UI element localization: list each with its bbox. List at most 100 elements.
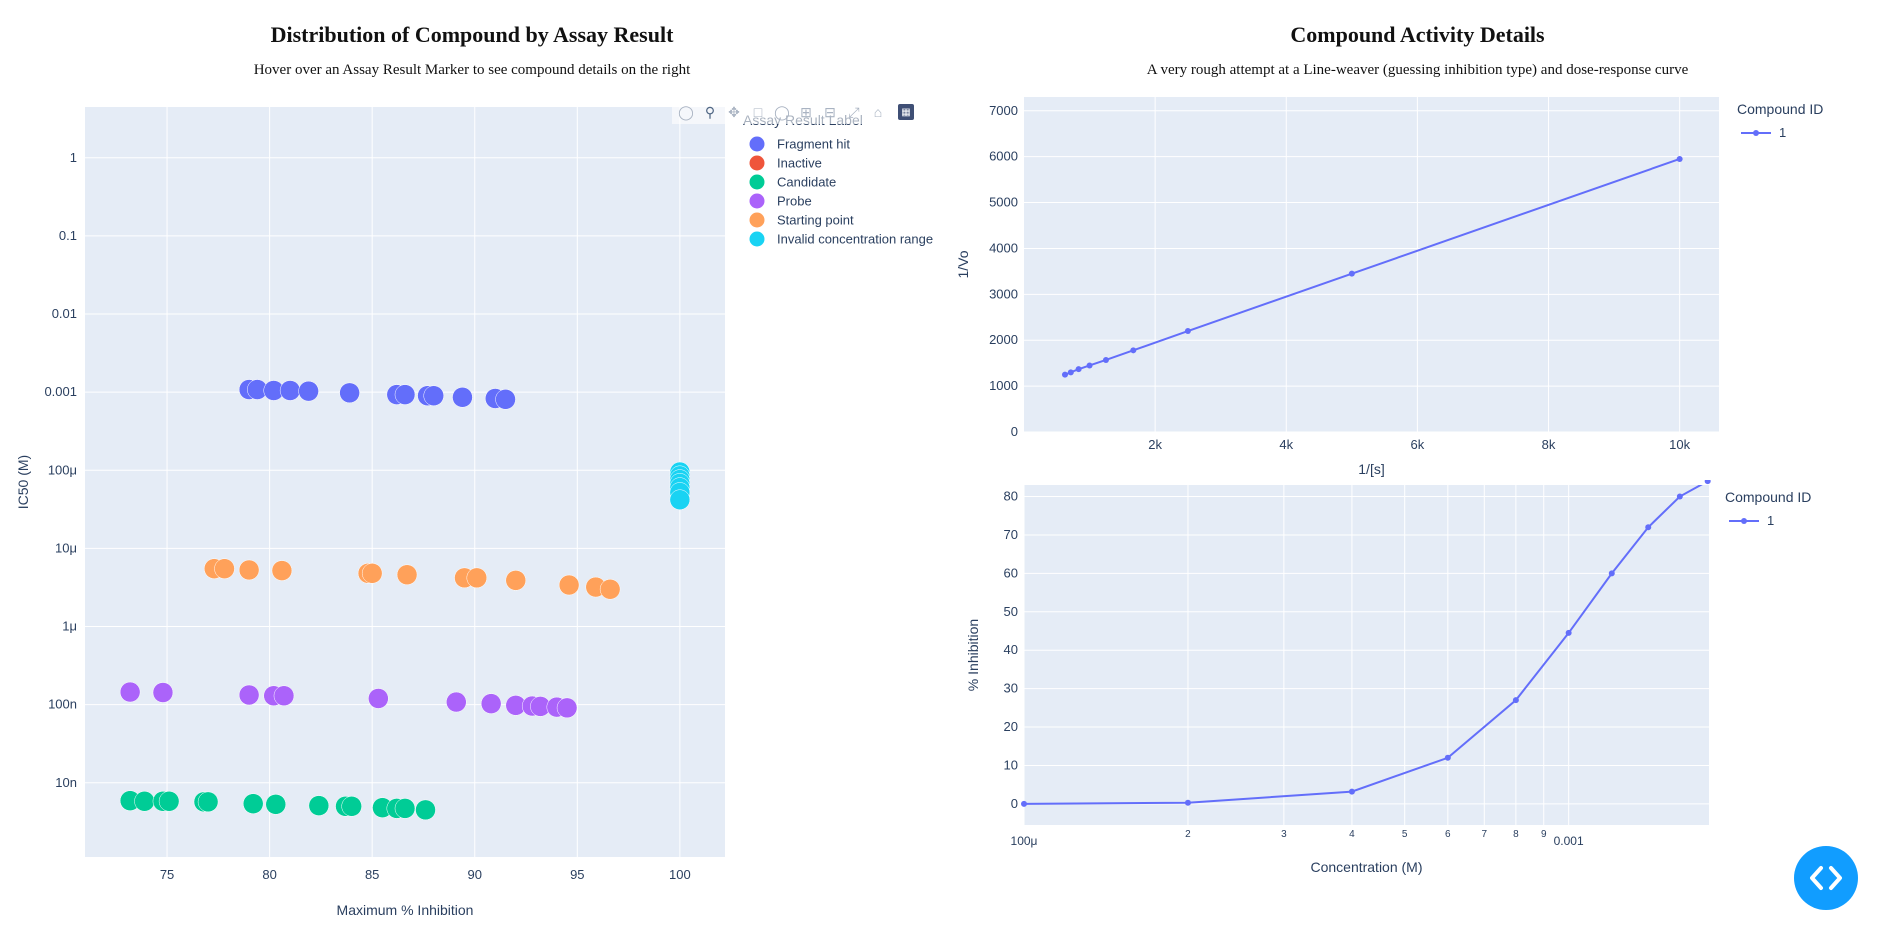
- legend-marker: [749, 212, 765, 228]
- y-tick-label: 1: [70, 150, 77, 165]
- data-point: [1348, 788, 1355, 795]
- x-tick-label: 6: [1445, 829, 1451, 840]
- legend-marker: [749, 136, 765, 152]
- data-point: [1184, 328, 1191, 335]
- data-point: [446, 691, 467, 713]
- data-point: [396, 564, 418, 586]
- code-toggle-icon: [1810, 866, 1842, 890]
- legend-marker: [749, 174, 765, 190]
- data-point: [1444, 754, 1451, 761]
- y-tick-label: 0.001: [44, 384, 77, 399]
- dose-response-chart[interactable]: 100μ 2 3 4 5 6 7 8 9 0.001 0 10 20 30 40 50 60 70 80 Concen…: [944, 480, 1891, 900]
- data-point: [1086, 362, 1093, 369]
- x-tick-label: 3: [1281, 829, 1287, 840]
- x-axis-title: Concentration (M): [1310, 859, 1422, 875]
- x-tick-label: 4k: [1279, 437, 1293, 452]
- data-point: [1565, 629, 1572, 636]
- code-toggle-button[interactable]: [1794, 846, 1858, 910]
- data-point: [1075, 366, 1082, 373]
- data-point: [1676, 155, 1683, 162]
- y-tick-label: 0.01: [52, 306, 77, 321]
- x-tick-label: 0.001: [1554, 834, 1584, 848]
- series-line: [1024, 485, 1703, 805]
- x-tick-label: 8k: [1542, 437, 1556, 452]
- x-tick-label: 80: [262, 867, 276, 882]
- data-point: [423, 385, 444, 406]
- data-point: [134, 791, 155, 812]
- x-tick-label: 4: [1349, 829, 1355, 840]
- camera-icon[interactable]: ◯: [678, 103, 694, 120]
- y-tick-label: 1000: [989, 378, 1018, 393]
- legend-title: Compound ID: [1725, 489, 1811, 505]
- data-point: [1184, 799, 1191, 806]
- data-point: [1061, 371, 1068, 378]
- data-point: [265, 794, 287, 815]
- x-tick-label: 7: [1482, 829, 1488, 840]
- y-tick-label: 5000: [989, 195, 1018, 210]
- legend-marker: [749, 155, 765, 171]
- autoscale-icon[interactable]: ⤢: [848, 103, 860, 120]
- y-tick-label: 0: [1011, 424, 1018, 439]
- y-tick-label: 4000: [989, 240, 1018, 255]
- reset-axes-icon[interactable]: ⌂: [873, 104, 883, 120]
- y-tick-label: 10n: [55, 775, 77, 790]
- x-tick-label: 75: [160, 867, 174, 882]
- data-point: [368, 688, 389, 709]
- legend-entry: Candidate: [777, 175, 836, 190]
- data-point: [158, 791, 180, 812]
- y-tick-label: 100n: [48, 697, 77, 712]
- data-point: [1704, 480, 1711, 485]
- data-point: [1067, 369, 1074, 376]
- data-point: [558, 574, 580, 596]
- data-point: [152, 682, 174, 703]
- x-tick-label: 95: [570, 867, 584, 882]
- data-point: [238, 559, 260, 581]
- data-point: [361, 563, 383, 584]
- assay-scatter-chart[interactable]: 75 80 85 90 95 100 1 0.1 0.01 0.001 100μ 10μ 1μ 100n 1…: [0, 95, 944, 915]
- plot-background: [85, 107, 725, 857]
- legend-marker: [1741, 518, 1747, 524]
- zoom-out-icon[interactable]: ⊟: [824, 103, 836, 120]
- y-tick-label: 6000: [989, 149, 1018, 164]
- y-tick-label: 7000: [989, 103, 1018, 118]
- data-point: [119, 681, 141, 703]
- right-panel-title: Compound Activity Details: [1290, 22, 1545, 47]
- data-point: [279, 380, 301, 401]
- legend-marker: [1753, 130, 1759, 136]
- y-tick-label: 20: [1004, 719, 1018, 734]
- y-tick-label: 2000: [989, 332, 1018, 347]
- y-axis-title: 1/Vo: [955, 250, 971, 278]
- legend-entry: Inactive: [777, 156, 822, 171]
- legend-title: Compound ID: [1737, 101, 1823, 117]
- y-tick-label: 40: [1004, 642, 1018, 657]
- data-point: [505, 570, 527, 591]
- y-axis-title: % Inhibition: [965, 619, 981, 691]
- x-axis-title: Maximum % Inhibition: [337, 902, 474, 915]
- legend-entry: Probe: [777, 194, 812, 209]
- lasso-icon[interactable]: ◯: [774, 103, 790, 120]
- data-point: [242, 793, 264, 814]
- y-tick-label: 100μ: [48, 462, 77, 477]
- zoom-icon[interactable]: ⚲: [704, 103, 716, 120]
- right-panel-subtitle: A very rough attempt at a Line-weaver (g…: [1146, 62, 1689, 78]
- plotly-logo-icon[interactable]: ▦: [898, 104, 914, 120]
- data-point: [339, 382, 360, 404]
- data-point: [1608, 570, 1615, 577]
- y-axis-title: IC50 (M): [15, 455, 31, 509]
- zoom-in-icon[interactable]: ⊞: [800, 103, 812, 120]
- box-select-icon[interactable]: □: [753, 104, 763, 120]
- lineweaver-chart[interactable]: 2k 4k 6k 8k 10k 0 1000 2000 3000 4000 5000 6000 7000…: [944, 90, 1891, 480]
- x-tick-label: 100: [669, 867, 691, 882]
- legend-entry: 1: [1779, 125, 1786, 140]
- data-point: [1645, 524, 1652, 531]
- y-tick-label: 60: [1004, 565, 1018, 580]
- x-tick-label: 2: [1185, 829, 1191, 840]
- plot-background: [1024, 485, 1709, 825]
- x-axis-title: 1/[s]: [1358, 461, 1384, 477]
- y-tick-label: 1μ: [62, 619, 77, 634]
- pan-icon[interactable]: ✥: [728, 103, 740, 120]
- x-tick-label: 85: [365, 867, 379, 882]
- left-panel-title: Distribution of Compound by Assay Result: [270, 22, 674, 47]
- x-tick-label: 9: [1541, 829, 1547, 840]
- y-tick-label: 10: [1004, 757, 1018, 772]
